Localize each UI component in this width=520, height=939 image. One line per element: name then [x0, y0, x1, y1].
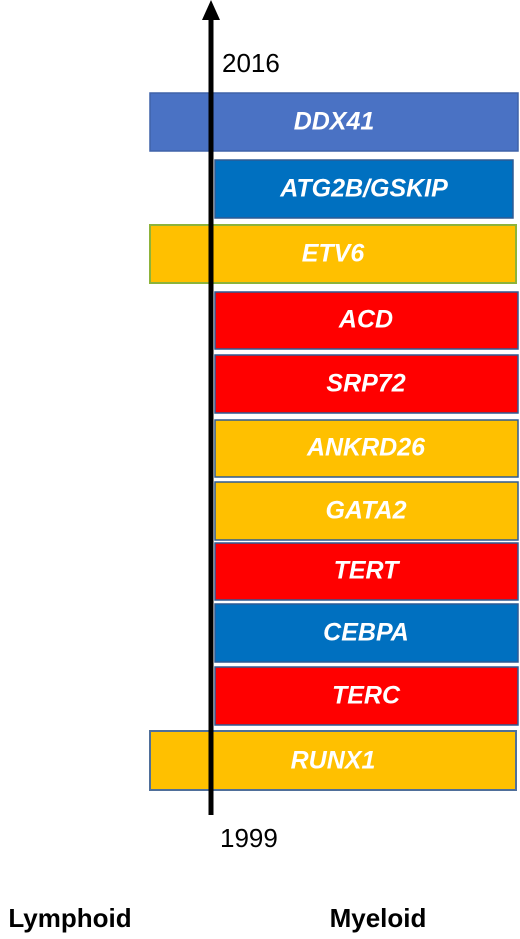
gene-label: CEBPA: [323, 619, 409, 647]
lineage-label: Myeloid: [330, 903, 427, 933]
lineage-label: Lymphoid: [8, 903, 131, 933]
gene-label: SRP72: [326, 370, 405, 398]
gene-label: TERC: [332, 682, 401, 710]
gene-label: ANKRD26: [306, 434, 426, 462]
gene-label: ETV6: [302, 240, 366, 268]
gene-box: [214, 542, 519, 601]
gene-label: TERT: [334, 557, 402, 585]
year-top: 2016: [222, 48, 280, 78]
gene-box: [214, 159, 514, 219]
gene-label: ACD: [338, 306, 393, 334]
gene-box: [214, 666, 519, 726]
gene-label: RUNX1: [291, 747, 376, 775]
gene-label: GATA2: [325, 497, 406, 525]
gene-box: [214, 603, 519, 663]
gene-box: [214, 419, 519, 478]
gene-box: [214, 354, 519, 414]
gene-box: [214, 481, 519, 541]
gene-box: [214, 291, 519, 350]
arrow-head: [202, 0, 220, 20]
gene-label: DDX41: [294, 108, 375, 136]
year-bottom: 1999: [220, 823, 278, 853]
gene-label: ATG2B/GSKIP: [279, 175, 448, 203]
